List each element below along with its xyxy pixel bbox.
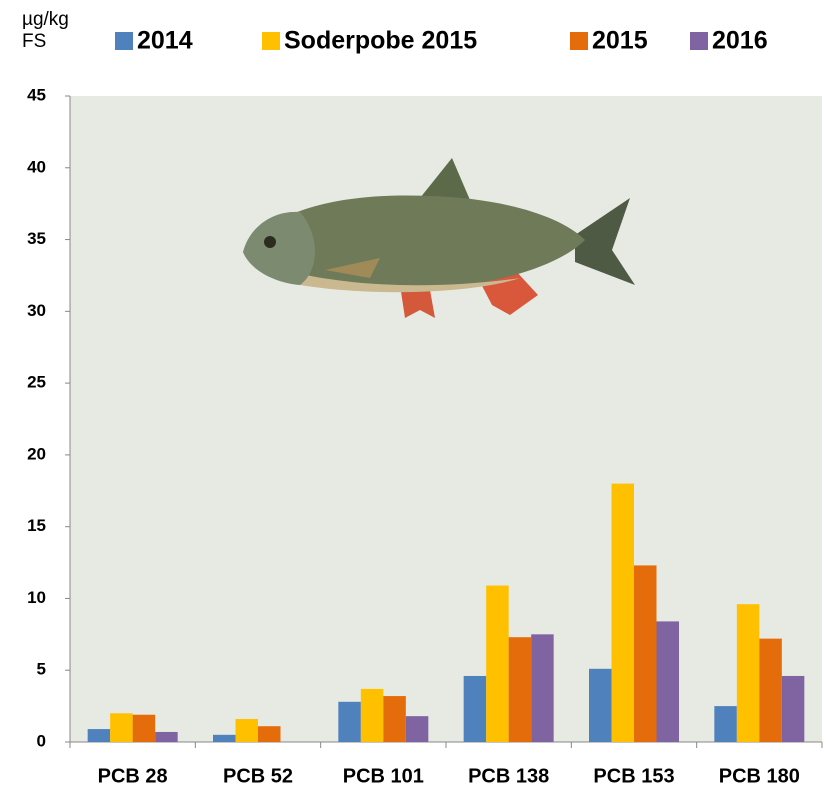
bar <box>338 701 361 742</box>
bar <box>405 716 429 742</box>
bar <box>258 726 281 742</box>
x-tick-label: PCB 153 <box>593 765 674 787</box>
bar <box>486 585 509 742</box>
x-tick-label: PCB 138 <box>468 765 549 787</box>
legend-swatch <box>690 32 708 50</box>
bar <box>132 714 156 742</box>
y-tick-label: 30 <box>27 301 46 320</box>
bar <box>611 483 634 742</box>
bar <box>155 731 178 742</box>
bar <box>759 638 782 742</box>
bar <box>360 688 384 742</box>
fish-illustration <box>243 158 635 318</box>
y-tick-label: 5 <box>37 660 46 679</box>
bar <box>781 675 805 742</box>
y-tick-label: 10 <box>27 588 46 607</box>
bar <box>589 668 612 742</box>
y-tick-label: 45 <box>27 85 46 104</box>
bar <box>736 604 760 742</box>
x-tick-label: PCB 180 <box>719 765 800 787</box>
bar <box>463 675 487 742</box>
bar <box>508 637 532 742</box>
bar <box>87 729 111 742</box>
y-tick-label: 40 <box>27 157 46 176</box>
bar <box>110 713 133 742</box>
legend-label: 2016 <box>712 27 768 55</box>
y-tick-label: 25 <box>27 373 46 392</box>
y-axis-label: µg/kg <box>22 9 69 30</box>
bar <box>634 565 657 742</box>
bar <box>714 706 737 742</box>
bar <box>235 719 258 742</box>
legend-swatch <box>262 32 280 50</box>
bar <box>531 634 554 742</box>
x-tick-label: PCB 28 <box>98 765 168 787</box>
bar <box>383 696 406 742</box>
legend-swatch <box>570 32 588 50</box>
y-axis-label: FS <box>22 31 46 52</box>
bar <box>213 734 236 742</box>
y-tick-label: 35 <box>27 229 46 248</box>
bar <box>656 621 679 742</box>
y-tick-label: 20 <box>27 444 46 463</box>
legend-label: 2014 <box>137 27 193 55</box>
legend-label: 2015 <box>592 27 648 55</box>
y-tick-label: 0 <box>37 731 46 750</box>
legend-label: Soderpobe 2015 <box>284 27 477 55</box>
y-tick-label: 15 <box>27 516 46 535</box>
x-tick-label: PCB 52 <box>223 765 293 787</box>
legend-swatch <box>115 32 133 50</box>
x-tick-label: PCB 101 <box>343 765 424 787</box>
